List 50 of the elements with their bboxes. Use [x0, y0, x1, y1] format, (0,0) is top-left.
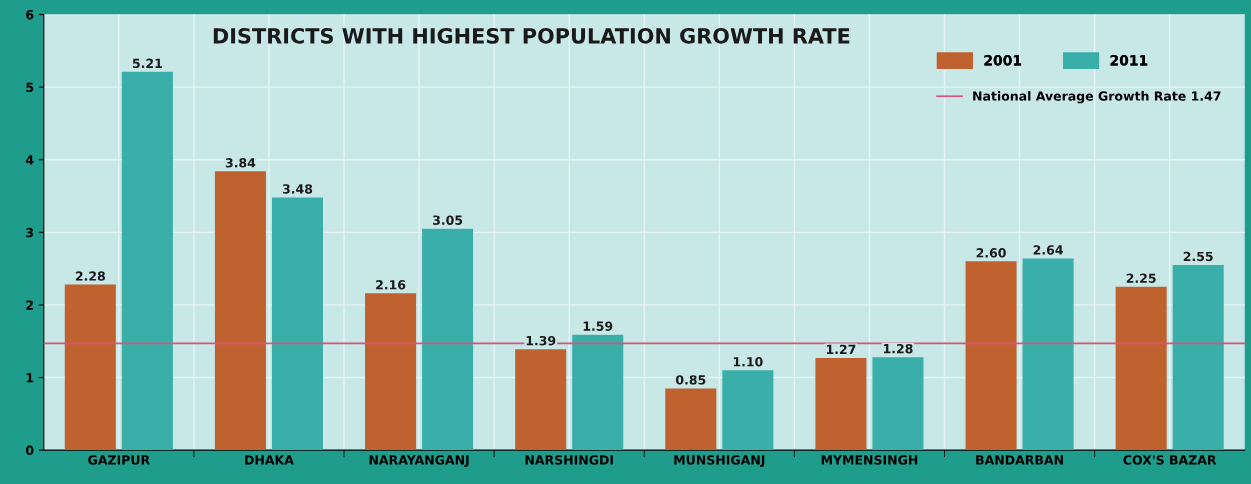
data-label: 2.55 [1183, 251, 1213, 262]
y-tick-label: 0 [25, 445, 34, 456]
bar [665, 388, 717, 451]
data-label: 3.48 [282, 184, 313, 194]
data-label: 1.59 [583, 321, 613, 331]
bar [815, 357, 867, 451]
data-label: 2.28 [75, 271, 105, 281]
x-tick-label: NARSHINGDI [525, 455, 613, 465]
bar [422, 228, 474, 451]
data-label: 3.84 [225, 158, 256, 168]
bar [1172, 264, 1224, 451]
bar [872, 357, 924, 451]
text: DISTRICTS WITH HIGHEST POPULATION GROWTH RATE [213, 27, 850, 44]
data-label: 2.60 [976, 248, 1006, 258]
legend-label: 2011 [1110, 55, 1148, 66]
data-label: 1.39 [526, 335, 556, 346]
data-label: 1.10 [733, 356, 763, 367]
x-tick-label: DHAKA [245, 455, 294, 465]
bar [214, 171, 266, 451]
data-label: 3.05 [433, 215, 463, 225]
legend-label: 2001 [984, 55, 1022, 66]
bar [572, 334, 624, 451]
x-tick-label: NARAYANGANJ [369, 455, 469, 467]
data-label: 5.21 [132, 58, 162, 69]
data-label: 1.27 [826, 344, 856, 354]
x-tick-label: COX'S BAZAR [1123, 455, 1217, 465]
bar [1022, 258, 1074, 451]
data-label: 1.28 [883, 343, 913, 354]
x-tick-label: MYMENSINGH [821, 455, 918, 465]
bar [965, 261, 1017, 451]
x-tick-label: BANDARBAN [976, 455, 1063, 465]
data-label: 2.16 [376, 280, 406, 290]
bar [515, 349, 567, 451]
x-tick-label: MUNSHIGANJ [674, 455, 765, 467]
y-tick-label: 5 [26, 82, 34, 93]
y-tick-label: 1 [26, 373, 34, 383]
legend-label: National Average Growth Rate 1.47 [973, 91, 1221, 104]
y-tick-label: 4 [25, 155, 34, 165]
y-tick-label: 6 [26, 10, 34, 20]
bar [121, 71, 173, 451]
x-tick-label: GAZIPUR [88, 455, 150, 465]
bar [722, 370, 774, 451]
y-tick-label: 2 [26, 300, 33, 310]
bar [271, 197, 324, 451]
bar [365, 293, 417, 451]
data-label: 2.64 [1033, 245, 1063, 255]
bar [1115, 286, 1167, 451]
data-label: 0.85 [675, 375, 706, 385]
data-label: 2.25 [1126, 273, 1156, 283]
y-tick-label: 3 [26, 227, 34, 238]
